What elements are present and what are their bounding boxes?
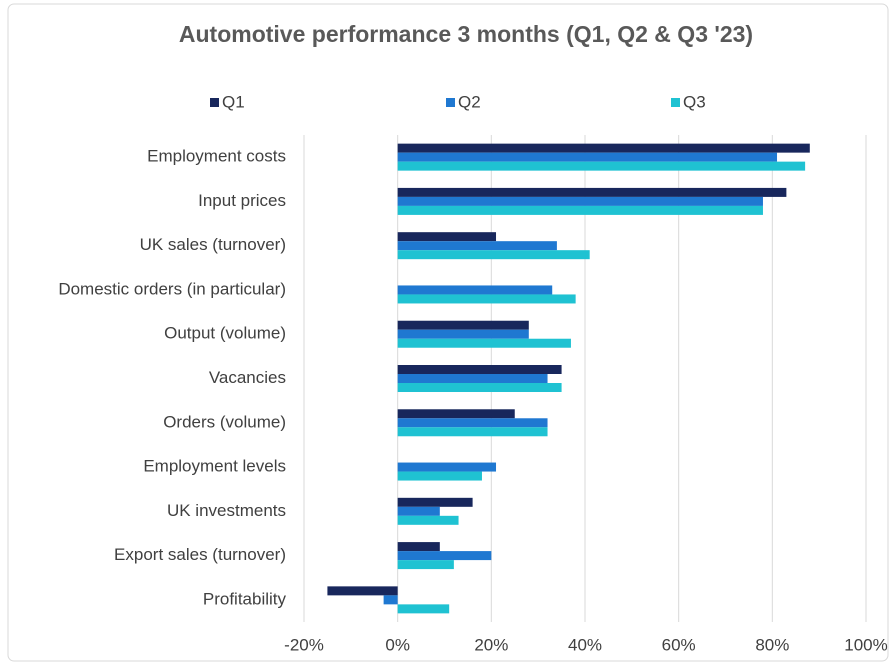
y-tick-label: Profitability [203, 589, 287, 608]
y-tick-label: Output (volume) [164, 324, 286, 343]
legend-swatch [446, 98, 455, 107]
x-tick-label: 0% [385, 635, 410, 654]
bar [397, 143, 810, 153]
bar [397, 285, 553, 295]
bar [397, 383, 562, 392]
legend-swatch [210, 98, 219, 107]
bar [397, 560, 454, 570]
bar [397, 338, 571, 348]
x-tick-label: 40% [568, 635, 602, 654]
y-tick-label: UK sales (turnover) [140, 235, 286, 254]
bar [397, 374, 548, 383]
x-tick-label: 80% [755, 635, 789, 654]
y-tick-label: UK investments [167, 501, 286, 520]
x-tick-label: 20% [474, 635, 508, 654]
bar [397, 152, 778, 162]
x-tick-label: 60% [662, 635, 696, 654]
bar [397, 196, 763, 206]
bar [397, 250, 590, 260]
bar [397, 471, 482, 481]
bar [397, 365, 562, 374]
y-tick-label: Export sales (turnover) [114, 545, 286, 564]
bar [397, 294, 576, 304]
bar [397, 542, 440, 552]
bar [397, 551, 492, 561]
bar [397, 497, 473, 507]
y-tick-label: Vacancies [209, 368, 286, 387]
y-tick-label: Input prices [198, 191, 286, 210]
bar [397, 329, 529, 339]
legend-swatch [671, 98, 680, 107]
x-tick-label: -20% [284, 635, 324, 654]
bar [397, 462, 497, 472]
bar [397, 427, 548, 437]
bar [397, 418, 548, 428]
bar [397, 161, 806, 171]
bar [397, 241, 557, 251]
bar [397, 232, 497, 242]
bar [397, 409, 515, 419]
y-tick-label: Employment costs [147, 147, 286, 166]
bar [327, 586, 398, 596]
y-tick-label: Domestic orders (in particular) [58, 279, 286, 298]
x-tick-label: 100% [844, 635, 887, 654]
legend-label: Q1 [222, 92, 245, 111]
chart-title: Automotive performance 3 months (Q1, Q2 … [179, 21, 753, 47]
legend-label: Q3 [683, 92, 706, 111]
bar [397, 506, 440, 516]
bar [383, 595, 398, 605]
bar [397, 604, 450, 614]
bar [397, 515, 459, 525]
legend-label: Q2 [458, 92, 481, 111]
bar [397, 205, 763, 215]
bar [397, 187, 787, 197]
y-tick-label: Employment levels [143, 457, 286, 476]
bar [397, 320, 529, 330]
y-tick-label: Orders (volume) [163, 412, 286, 431]
